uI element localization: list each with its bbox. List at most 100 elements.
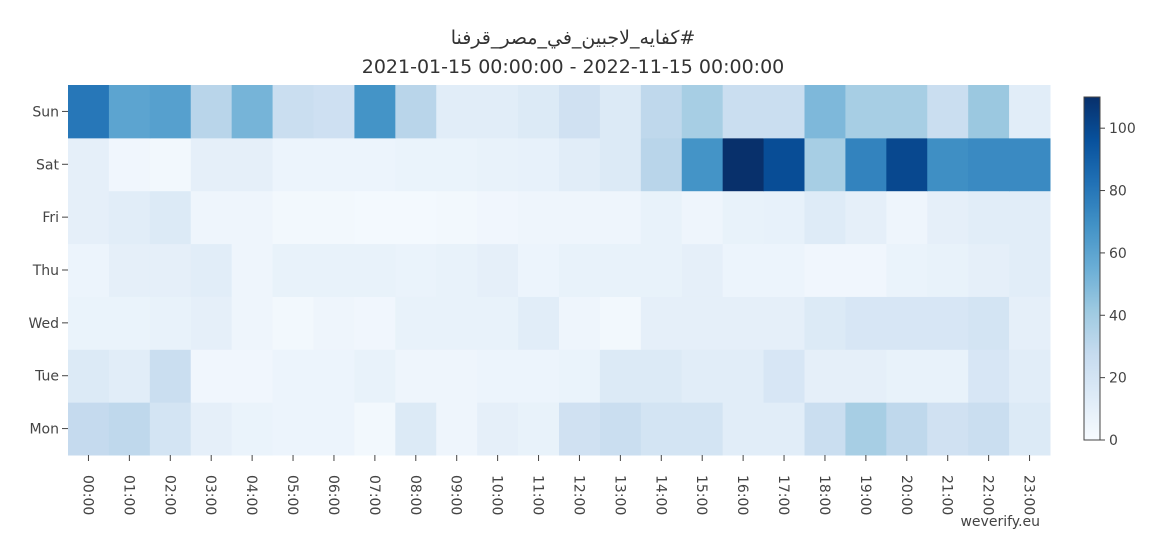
heatmap-cell (804, 402, 846, 456)
heatmap-cell (681, 349, 724, 403)
heatmap-cell (68, 85, 110, 139)
heatmap-cell (231, 243, 274, 297)
heatmap-cell (559, 190, 601, 245)
x-tick-label: 23:00 (1021, 475, 1037, 515)
heatmap-cell (149, 243, 192, 297)
x-tick-label: 09:00 (448, 475, 464, 515)
heatmap-cell (681, 296, 724, 350)
heatmap-cell (68, 349, 110, 403)
heatmap-cell (313, 296, 355, 350)
x-tick-label: 11:00 (530, 475, 546, 515)
heatmap-cell (681, 243, 724, 297)
heatmap-cell (968, 137, 1010, 192)
heatmap-cell (354, 85, 396, 139)
heatmap-cell (149, 402, 192, 456)
heatmap-cell (231, 190, 274, 245)
heatmap-cell (1009, 85, 1051, 139)
heatmap-cell (190, 243, 233, 297)
y-tick-label: Wed (28, 316, 59, 332)
heatmap-cell (231, 296, 274, 350)
colorbar-tick-label: 20 (1109, 371, 1127, 387)
heatmap-cell (272, 85, 314, 139)
heatmap-cell (886, 349, 928, 403)
heatmap-cell (763, 243, 805, 297)
heatmap-cell (599, 349, 642, 403)
heatmap-cell (968, 402, 1010, 456)
heatmap-cell (68, 296, 110, 350)
heatmap-cell (477, 296, 519, 350)
heatmap-cell (272, 402, 314, 456)
heatmap-cell (518, 296, 560, 350)
heatmap-cell (845, 243, 887, 297)
x-tick-label: 02:00 (161, 475, 177, 515)
heatmap-cell (272, 296, 314, 350)
heatmap-cell (804, 243, 846, 297)
heatmap-cell (436, 137, 478, 192)
heatmap-cell (927, 402, 969, 456)
heatmap-cell (722, 243, 765, 297)
heatmap-cell (927, 85, 969, 139)
x-tick-label: 13:00 (611, 475, 627, 515)
y-tick-label: Sat (36, 157, 59, 173)
heatmap-cell (354, 296, 396, 350)
heatmap-cell (1009, 243, 1051, 297)
heatmap-cell (804, 85, 846, 139)
heatmap-cell (108, 349, 151, 403)
heatmap-cell (559, 85, 601, 139)
heatmap-cell (1009, 296, 1051, 350)
x-tick-label: 06:00 (325, 475, 341, 515)
heatmap-cell (763, 349, 805, 403)
heatmap-cell (436, 85, 478, 139)
heatmap-cell (436, 296, 478, 350)
heatmap-cell (763, 85, 805, 139)
x-tick-label: 17:00 (775, 475, 791, 515)
heatmap-cell (477, 349, 519, 403)
heatmap-cell (518, 349, 560, 403)
heatmap-cell (313, 243, 355, 297)
heatmap-cell (763, 190, 805, 245)
heatmap-cell (681, 137, 724, 192)
heatmap-cell (190, 137, 233, 192)
heatmap-cell (395, 137, 437, 192)
heatmap-cell (436, 402, 478, 456)
heatmap-cell (149, 85, 192, 139)
heatmap-cell (559, 137, 601, 192)
x-tick-label: 22:00 (980, 475, 996, 515)
heatmap-cell (845, 85, 887, 139)
heatmap-cell (968, 349, 1010, 403)
heatmap-cell (722, 137, 765, 192)
x-tick-label: 16:00 (734, 475, 750, 515)
watermark: weverify.eu (960, 514, 1040, 530)
heatmap-cell (395, 243, 437, 297)
heatmap-cell (354, 402, 396, 456)
heatmap-cell (354, 190, 396, 245)
heatmap-cell (272, 190, 314, 245)
heatmap-cell (149, 137, 192, 192)
heatmap-cell (1009, 190, 1051, 245)
heatmap-cell (927, 190, 969, 245)
heatmap-cell (886, 243, 928, 297)
heatmap-cell (559, 402, 601, 456)
heatmap-cell (599, 296, 642, 350)
heatmap-cell (477, 402, 519, 456)
heatmap-cell (559, 296, 601, 350)
x-tick-label: 04:00 (243, 475, 259, 515)
heatmap-cell (886, 402, 928, 456)
heatmap-cell (149, 190, 192, 245)
heatmap-cell (395, 85, 437, 139)
heatmap-cell (518, 85, 560, 139)
heatmap-cell (927, 349, 969, 403)
heatmap-cell (763, 402, 805, 456)
heatmap-cell (108, 402, 151, 456)
heatmap-cell (681, 190, 724, 245)
y-tick-label: Mon (29, 422, 59, 438)
x-tick-label: 07:00 (366, 475, 382, 515)
x-tick-label: 20:00 (898, 475, 914, 515)
heatmap-cell (272, 349, 314, 403)
heatmap-cell (763, 296, 805, 350)
heatmap-cell (68, 402, 110, 456)
x-tick-label: 10:00 (489, 475, 505, 515)
heatmap-cell (231, 402, 274, 456)
heatmap-cell (886, 137, 928, 192)
